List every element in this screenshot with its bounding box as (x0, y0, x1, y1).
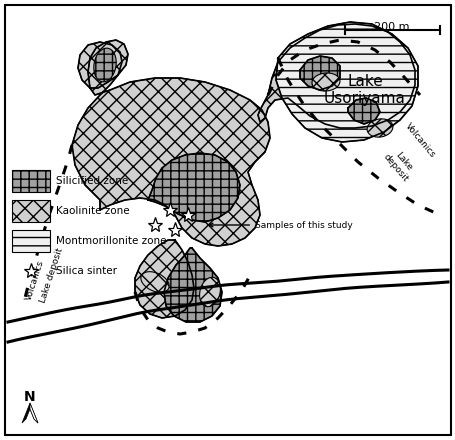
Text: Volcanics: Volcanics (402, 121, 436, 159)
Bar (12, 230, 50, 252)
Text: Lake
deposit: Lake deposit (381, 146, 417, 184)
Text: Montmorillonite zone: Montmorillonite zone (56, 236, 166, 246)
Text: Lake
Usoriyama: Lake Usoriyama (324, 74, 405, 106)
Ellipse shape (94, 48, 116, 82)
Text: Lake deposit: Lake deposit (39, 246, 65, 304)
Text: N: N (24, 390, 36, 404)
Polygon shape (347, 98, 379, 124)
Polygon shape (164, 248, 222, 322)
Bar (12, 170, 50, 192)
Text: Silicified zone: Silicified zone (56, 176, 128, 186)
Text: Volcanics: Volcanics (24, 259, 46, 301)
Polygon shape (148, 153, 239, 222)
Text: 200 m: 200 m (374, 22, 409, 32)
Polygon shape (22, 403, 38, 423)
Polygon shape (88, 40, 128, 88)
Ellipse shape (141, 271, 169, 292)
Polygon shape (275, 22, 417, 142)
Polygon shape (30, 403, 38, 423)
Polygon shape (72, 42, 269, 246)
Polygon shape (299, 56, 339, 90)
Ellipse shape (366, 119, 392, 137)
Text: Kaolinite zone: Kaolinite zone (56, 206, 129, 216)
Text: Silica sinter: Silica sinter (56, 266, 117, 276)
Ellipse shape (199, 277, 220, 307)
Polygon shape (258, 24, 414, 128)
Bar (12, 200, 50, 222)
Ellipse shape (311, 73, 339, 91)
Text: Samples of this study: Samples of this study (209, 220, 352, 230)
Polygon shape (135, 240, 193, 318)
